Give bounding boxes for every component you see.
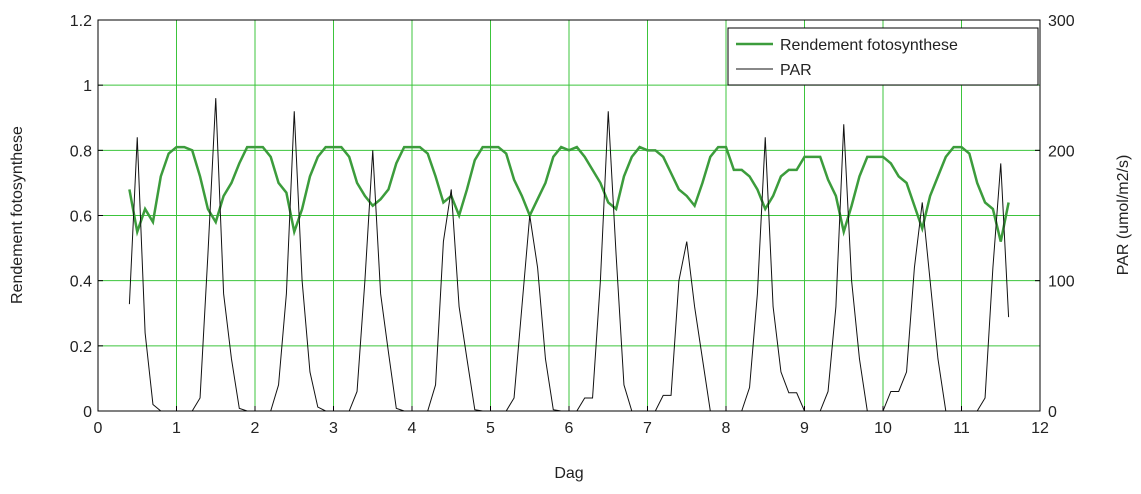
y2-axis-label: PAR (umol/m2/s) — [1115, 155, 1132, 276]
y-tick-label: 0.2 — [70, 339, 92, 356]
x-tick-label: 5 — [486, 420, 495, 437]
y-axis-label: Rendement fotosynthese — [9, 126, 26, 304]
x-tick-label: 8 — [722, 420, 731, 437]
y-tick-label: 0 — [83, 404, 92, 421]
data-line — [128, 145, 1010, 242]
plot-frame — [97, 19, 1041, 412]
legend-label: PAR — [780, 62, 812, 79]
y-tick-label: 1 — [83, 78, 92, 95]
x-tick-label: 1 — [172, 420, 181, 437]
y-tick-label: 0.6 — [70, 209, 92, 226]
x-tick-label: 0 — [94, 420, 103, 437]
y2-tick-label: 200 — [1048, 143, 1075, 160]
y2-tick-label: 100 — [1048, 274, 1075, 291]
y-tick-label: 0.8 — [70, 143, 92, 160]
x-tick-label: 9 — [800, 420, 809, 437]
legend-label: Rendement fotosynthese — [780, 37, 958, 54]
x-tick-label: 6 — [565, 420, 574, 437]
x-axis-label: Dag — [554, 465, 583, 482]
x-tick-label: 7 — [643, 420, 652, 437]
x-tick-label: 3 — [329, 420, 338, 437]
y2-tick-label: 300 — [1048, 13, 1075, 30]
x-tick-label: 4 — [408, 420, 417, 437]
legend-box — [727, 27, 1039, 86]
x-tick-label: 12 — [1031, 420, 1049, 437]
x-tick-label: 2 — [251, 420, 260, 437]
x-tick-label: 11 — [953, 420, 970, 437]
y-tick-label: 0.4 — [70, 274, 92, 291]
y-tick-label: 1.2 — [70, 13, 92, 30]
y2-tick-label: 0 — [1048, 404, 1057, 421]
x-tick-label: 10 — [874, 420, 892, 437]
